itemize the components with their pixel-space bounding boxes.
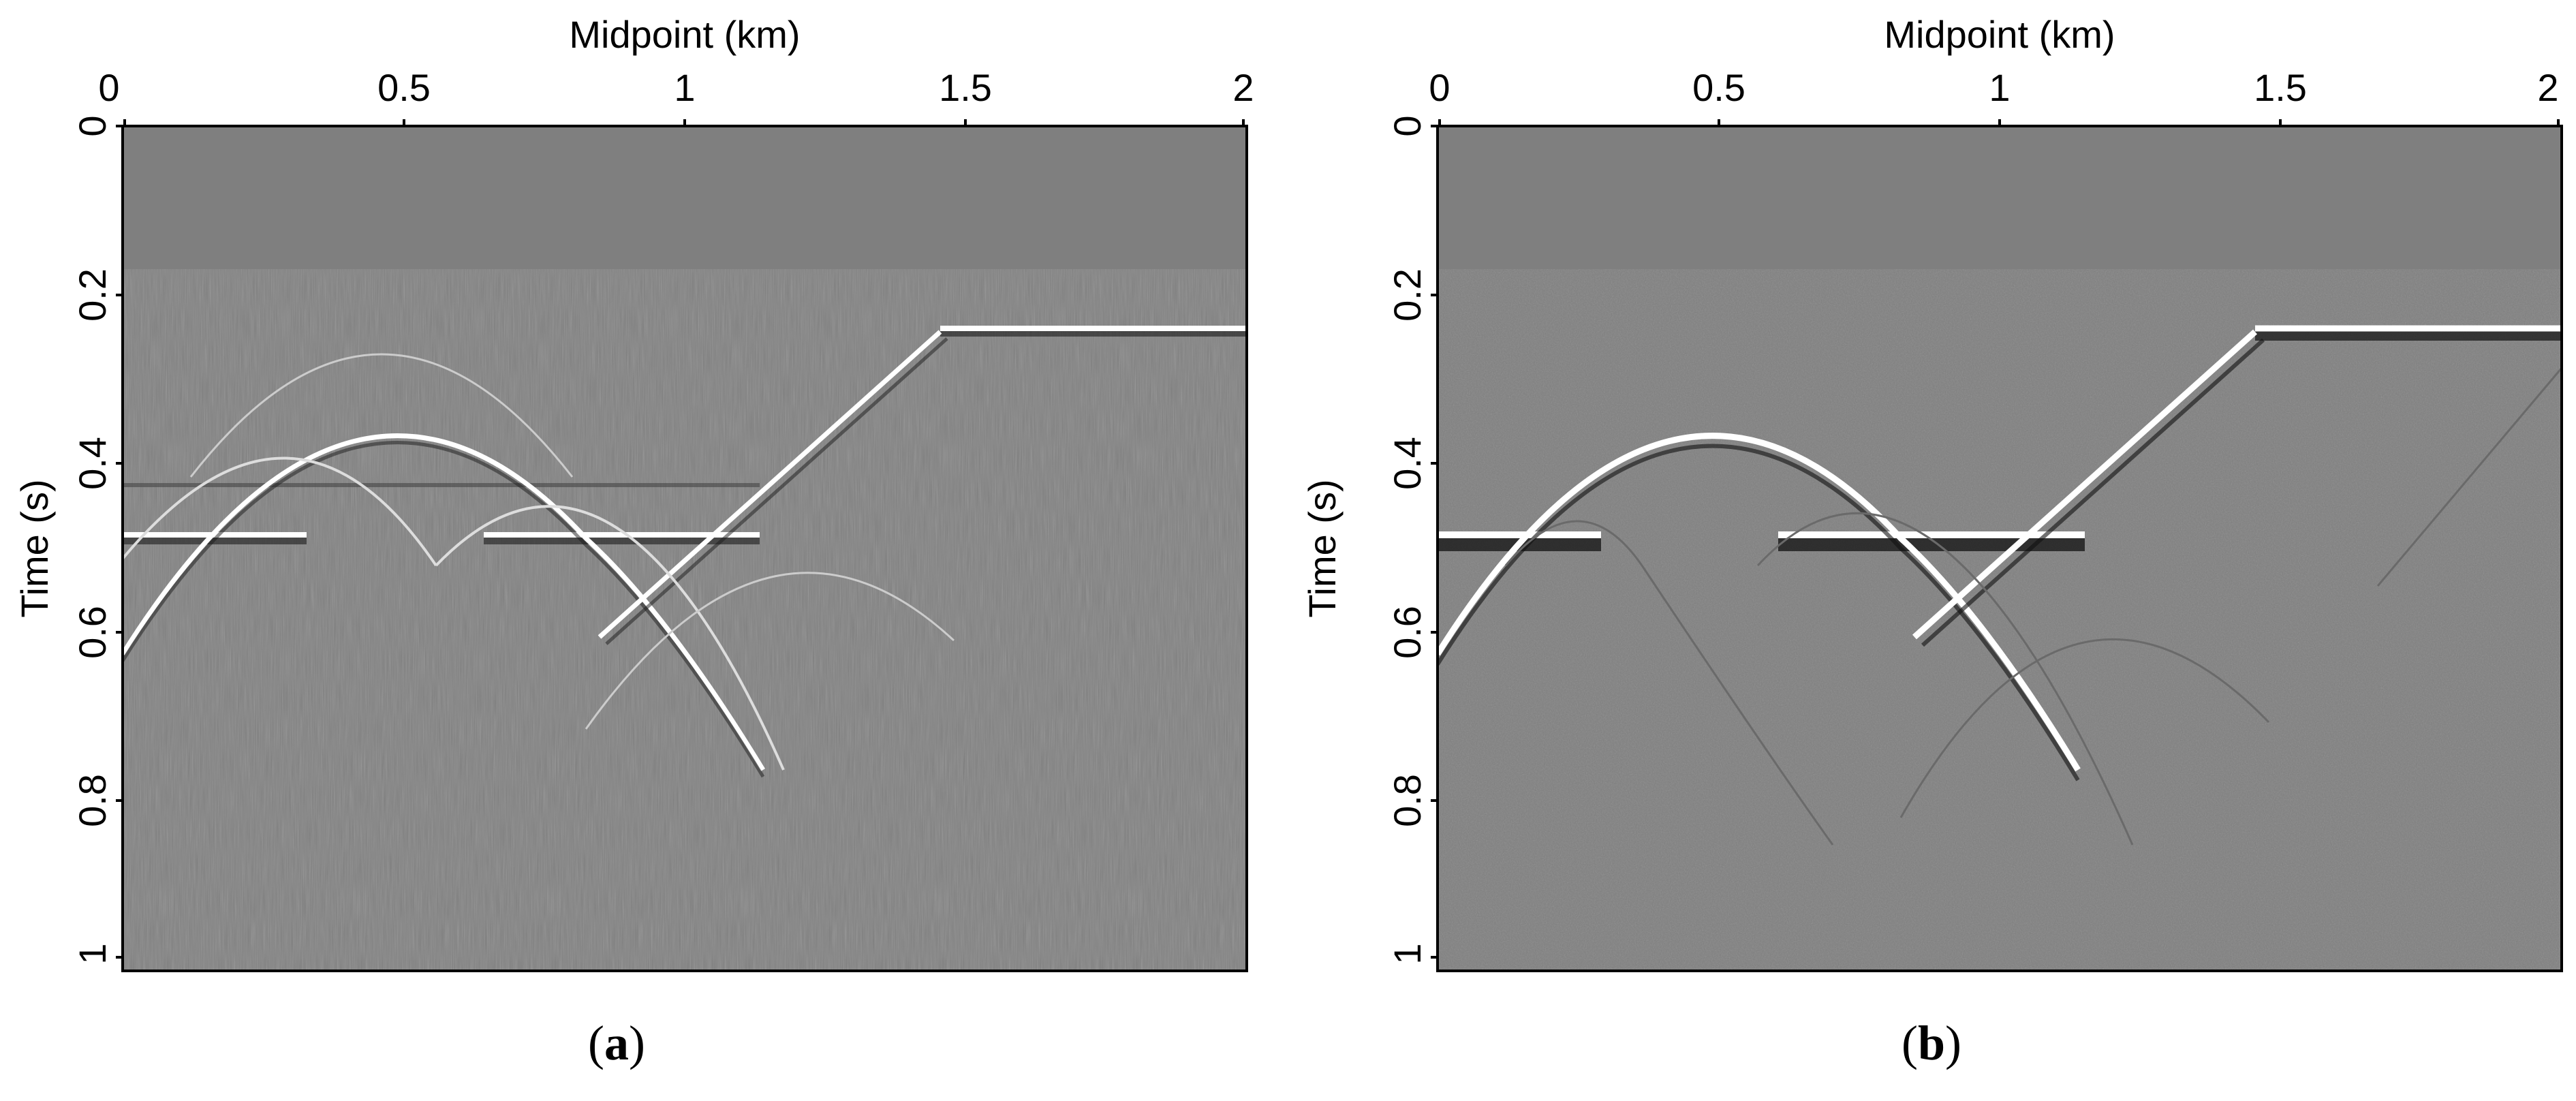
y-tick-label: 0.6	[1386, 606, 1429, 659]
x-tick-label: 0.5	[377, 66, 431, 109]
x-tick-label: 0.5	[1692, 66, 1745, 109]
y-tick-label: 0.4	[1386, 437, 1429, 490]
x-tick-label: 1	[1989, 66, 2010, 109]
y-tick-label: 1	[1386, 943, 1429, 964]
y-tick-label: 0.8	[1386, 774, 1429, 827]
y-tick-label: 0.8	[71, 774, 114, 827]
y-tick-label: 0.2	[1386, 268, 1429, 322]
seismic-section-b: Midpoint (km) Time (s) 0 0.5 1 1.5 2 0 0…	[1301, 13, 2563, 1070]
x-tick-label: 2	[1232, 66, 1254, 109]
caption-a: (a)	[588, 1016, 645, 1070]
y-axis-title: Time (s)	[1301, 479, 1344, 617]
section-image	[1438, 126, 2562, 971]
y-tick-label: 0.2	[71, 268, 114, 322]
panel-b: Midpoint (km) Time (s) 0 0.5 1 1.5 2 0 0…	[1288, 0, 2575, 1098]
x-tick-label: 0	[98, 66, 119, 109]
x-tick-label: 1	[674, 66, 695, 109]
y-axis-title: Time (s)	[13, 479, 56, 617]
x-axis-title: Midpoint (km)	[569, 13, 800, 56]
x-ticks: 0 0.5 1 1.5 2	[1429, 66, 2560, 126]
x-tick-label: 1.5	[939, 66, 992, 109]
y-ticks: 0 0.2 0.4 0.6 0.8 1	[1386, 115, 1438, 965]
y-tick-label: 0	[71, 115, 114, 136]
y-ticks: 0 0.2 0.4 0.6 0.8 1	[71, 115, 123, 965]
x-axis-title: Midpoint (km)	[1884, 13, 2115, 56]
x-tick-label: 2	[2537, 66, 2558, 109]
y-tick-label: 0	[1386, 115, 1429, 136]
section-image	[123, 126, 1247, 971]
caption-b: (b)	[1902, 1016, 1961, 1070]
x-tick-label: 1.5	[2254, 66, 2307, 109]
seismic-section-a: Midpoint (km) Time (s) 0 0.5 1 1.5 2 0 0…	[13, 13, 1254, 1070]
x-tick-label: 0	[1429, 66, 1450, 109]
y-tick-label: 0.6	[71, 606, 114, 659]
x-ticks: 0 0.5 1 1.5 2	[98, 66, 1254, 126]
panel-a: Midpoint (km) Time (s) 0 0.5 1 1.5 2 0 0…	[0, 0, 1288, 1098]
y-tick-label: 0.4	[71, 437, 114, 490]
y-tick-label: 1	[71, 943, 114, 964]
